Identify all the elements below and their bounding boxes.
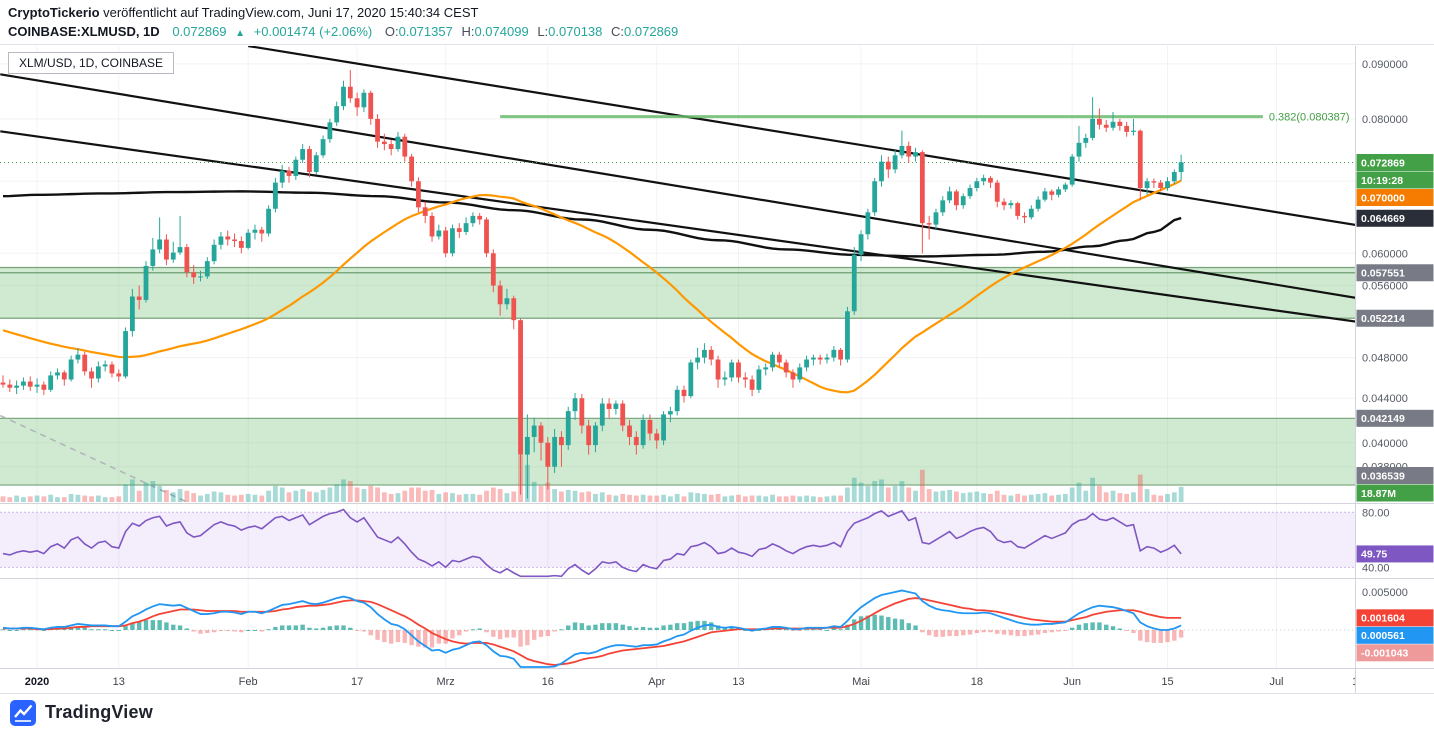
axis-badge [1356,545,1434,563]
price-change: +0.001474 (+2.06%) [253,24,373,39]
last-price: 0.072869 [172,24,227,39]
publish-info: veröffentlicht auf TradingView.com, Juni… [99,5,479,20]
svg-text:Jun: Jun [1063,676,1081,688]
gridlines [0,46,1359,668]
svg-text:0.044000: 0.044000 [1362,393,1408,405]
low-label: L: [537,24,549,39]
svg-text:0.064669: 0.064669 [1361,213,1405,225]
svg-text:18: 18 [971,676,983,688]
close-value: 0.072869 [624,24,679,39]
svg-text:13: 13 [113,676,125,688]
candles-layer [0,70,1184,499]
axis-badge [1356,484,1434,502]
svg-text:Apr: Apr [648,676,665,688]
chart-legend: XLM/USD, 1D, COINBASE [8,52,175,74]
axis-badge [1356,609,1434,627]
volume-bars [0,455,1184,502]
low-value: 0.070138 [548,24,603,39]
svg-text:Jul: Jul [1269,676,1283,688]
high-label: H: [461,24,475,39]
svg-text:0.052214: 0.052214 [1361,313,1405,325]
svg-text:15: 15 [1161,676,1173,688]
price-scale[interactable]: 0.090000 0.080000 0.060000 0.056000 0.048000… [0,46,1434,694]
publish-line: CryptoTickerio veröffentlicht auf Tradin… [8,5,1434,21]
axis-badge [1356,626,1434,644]
price-pane[interactable] [0,46,1358,511]
svg-text:0.042149: 0.042149 [1361,413,1405,425]
svg-text:16: 16 [542,676,554,688]
macd-pane[interactable] [0,589,1356,668]
svg-text:0.036539: 0.036539 [1361,470,1405,482]
rsi-pane[interactable] [0,508,1356,578]
axis-badge [1356,644,1434,662]
svg-text:40.00: 40.00 [1362,562,1390,574]
svg-text:0.090000: 0.090000 [1362,59,1408,71]
axis-badge [1356,409,1434,427]
svg-text:0.001604: 0.001604 [1361,613,1405,625]
svg-text:17: 17 [351,676,363,688]
axis-badge [1356,171,1434,189]
axis-badge [1356,209,1434,227]
tradingview-logo-icon[interactable] [10,699,36,726]
svg-text:0.382(0.080387): 0.382(0.080387) [1269,112,1350,124]
svg-text:80.00: 80.00 [1362,507,1390,519]
axis-badge [1356,153,1434,171]
macd-signal-line [3,597,1182,666]
tradingview-wordmark[interactable]: TradingView [45,702,153,722]
svg-text:0.060000: 0.060000 [1362,248,1408,260]
axis-badge [1356,188,1434,206]
svg-text:0.070000: 0.070000 [1361,192,1405,204]
svg-text:0.057551: 0.057551 [1361,268,1405,280]
time-scale[interactable]: 202013Feb17Mrz16Apr13Mai18Jun15Jul13 [25,676,1365,688]
svg-text:Mrz: Mrz [436,676,454,688]
black-ma-line [2,190,1182,258]
axis-badge [1356,309,1434,327]
macd-main-line [2,589,1182,668]
fib-label: 0.382(0.080387) [1269,112,1350,124]
svg-text:10:19:28: 10:19:28 [1361,175,1403,187]
open-label: O: [384,24,399,39]
rsi-line [2,508,1182,578]
svg-text:49.75: 49.75 [1361,549,1387,561]
orange-ma-line [2,179,1182,394]
svg-text:0.000561: 0.000561 [1361,630,1405,642]
svg-text:0.056000: 0.056000 [1362,281,1408,293]
axis-badge [1356,467,1434,484]
svg-text:-0.001043: -0.001043 [1361,648,1408,660]
svg-text:0.072869: 0.072869 [1361,157,1405,169]
symbol-title: COINBASE:XLMUSD, 1D [8,24,160,39]
publication-header: CryptoTickerio veröffentlicht auf Tradin… [0,0,1434,45]
svg-text:13: 13 [732,676,744,688]
svg-text:2020: 2020 [25,676,49,688]
svg-text:0.080000: 0.080000 [1362,114,1408,126]
svg-text:Mai: Mai [852,676,870,688]
footer-bar: TradingView [0,693,1434,731]
svg-text:Feb: Feb [239,676,258,688]
open-value: 0.071357 [398,24,453,39]
symbol-line: COINBASE:XLMUSD, 1D 0.072869 ▲ +0.001474… [8,23,1434,42]
svg-text:0.048000: 0.048000 [1362,353,1408,365]
high-value: 0.074099 [474,24,529,39]
author-name[interactable]: CryptoTickerio [8,5,100,20]
svg-text:0.005000: 0.005000 [1362,587,1408,599]
up-triangle-icon: ▲ [235,28,246,39]
axis-badge [1356,264,1434,282]
svg-text:0.040000: 0.040000 [1362,438,1408,450]
svg-text:18.87M: 18.87M [1361,488,1396,500]
close-label: C: [611,24,625,39]
